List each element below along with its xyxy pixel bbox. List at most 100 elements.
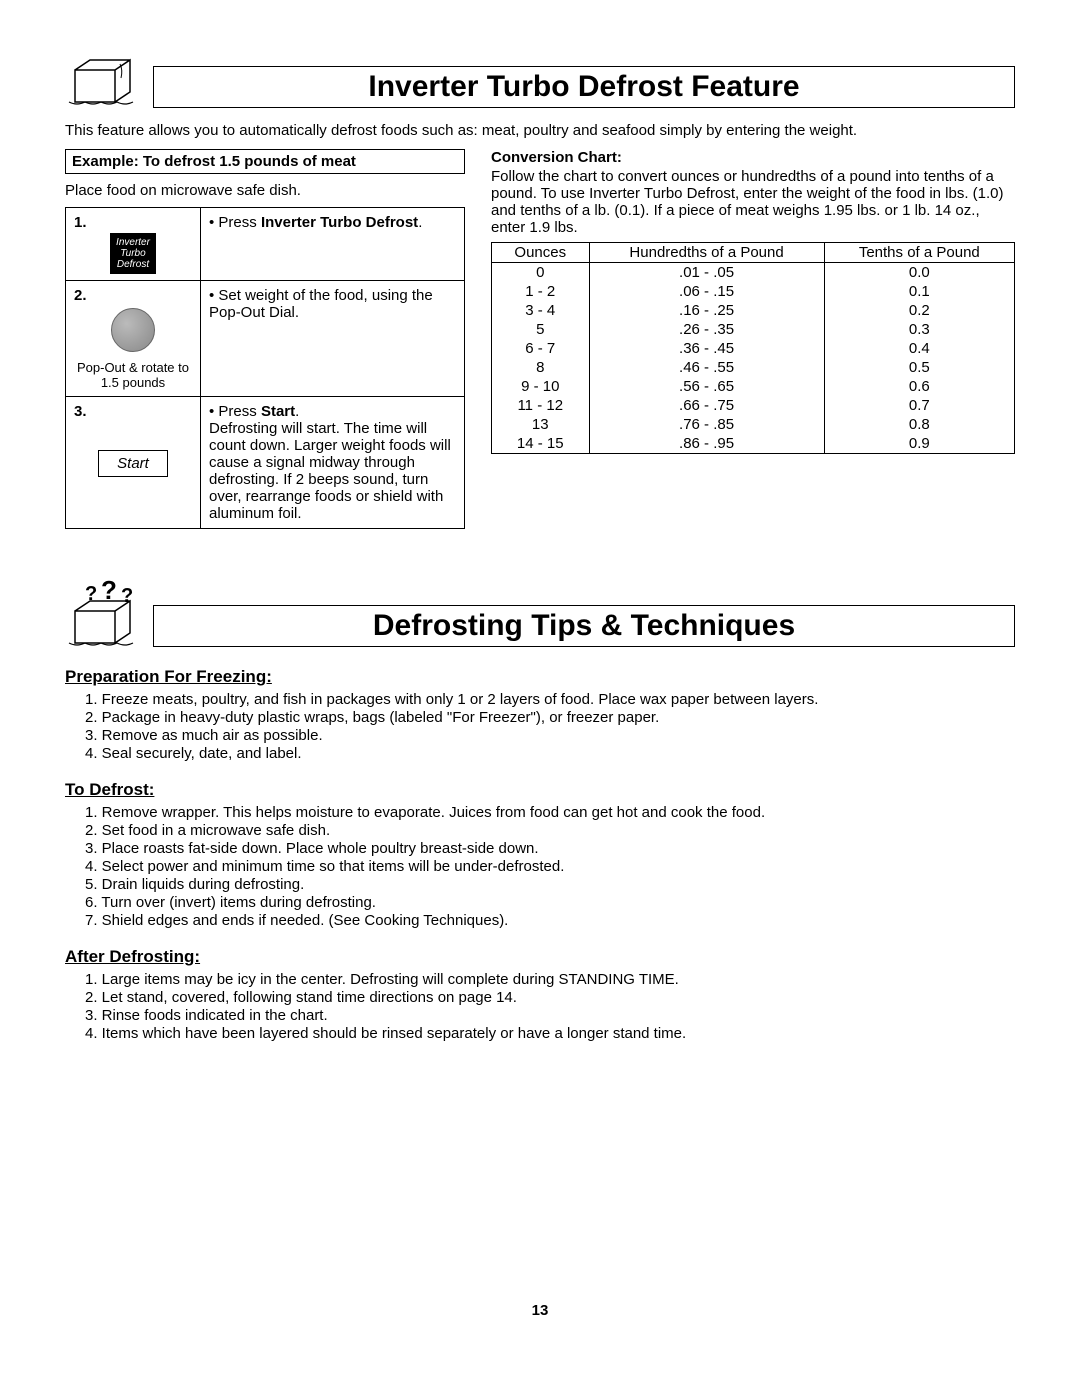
ice-cube-icon (65, 50, 143, 110)
step-desc-bold: Inverter Turbo Defrost (261, 214, 418, 231)
conversion-cell: .66 - .75 (589, 396, 824, 415)
step-number: 2. (74, 287, 192, 304)
conversion-cell: 0.8 (824, 415, 1014, 434)
step-row: 3. Start • Press Start. Defrosting will … (66, 397, 465, 529)
list-item: 3. Place roasts fat-side down. Place who… (85, 840, 1015, 857)
conversion-row: 11 - 12.66 - .750.7 (492, 396, 1015, 415)
conversion-row: 3 - 4.16 - .250.2 (492, 301, 1015, 320)
step-desc-suffix: . (418, 214, 422, 231)
conversion-row: 6 - 7.36 - .450.4 (492, 339, 1015, 358)
conversion-cell: .56 - .65 (589, 377, 824, 396)
conversion-row: 1 - 2.06 - .150.1 (492, 282, 1015, 301)
section2-header: ? ? ? Defrosting Tips & Techniques (65, 589, 1015, 649)
section1-header: Inverter Turbo Defrost Feature (65, 50, 1015, 110)
defrost-heading: To Defrost: (65, 780, 1015, 800)
list-item: 2. Package in heavy-duty plastic wraps, … (85, 709, 1015, 726)
conversion-cell: 0.2 (824, 301, 1014, 320)
btn-line: Turbo (120, 248, 145, 259)
conversion-header: Tenths of a Pound (824, 243, 1014, 263)
conversion-header: Hundredths of a Pound (589, 243, 824, 263)
after-heading: After Defrosting: (65, 947, 1015, 967)
conversion-title: Conversion Chart: (491, 149, 1015, 166)
list-item: 3. Rinse foods indicated in the chart. (85, 1007, 1015, 1024)
conversion-desc: Follow the chart to convert ounces or hu… (491, 168, 1015, 236)
conversion-cell: .26 - .35 (589, 320, 824, 339)
conversion-row: 9 - 10.56 - .650.6 (492, 377, 1015, 396)
inverter-turbo-defrost-button-icon: Inverter Turbo Defrost (110, 233, 156, 274)
step-desc-bold: Start (261, 403, 295, 420)
prep-list: 1. Freeze meats, poultry, and fish in pa… (85, 691, 1015, 762)
step-row: 1. Inverter Turbo Defrost • Press Invert… (66, 208, 465, 281)
btn-line: Inverter (116, 237, 150, 248)
conversion-cell: 8 (492, 358, 590, 377)
prep-heading: Preparation For Freezing: (65, 667, 1015, 687)
conversion-cell: .06 - .15 (589, 282, 824, 301)
conversion-row: 13.76 - .850.8 (492, 415, 1015, 434)
conversion-header: Ounces (492, 243, 590, 263)
list-item: 4. Items which have been layered should … (85, 1025, 1015, 1042)
after-list: 1. Large items may be icy in the center.… (85, 971, 1015, 1042)
intro-text: This feature allows you to automatically… (65, 122, 1015, 139)
conversion-cell: 0.3 (824, 320, 1014, 339)
conversion-row: 0.01 - .050.0 (492, 263, 1015, 283)
conversion-table: OuncesHundredths of a PoundTenths of a P… (491, 242, 1015, 454)
conversion-cell: 1 - 2 (492, 282, 590, 301)
conversion-row: 5.26 - .350.3 (492, 320, 1015, 339)
conversion-cell: 0 (492, 263, 590, 283)
list-item: 6. Turn over (invert) items during defro… (85, 894, 1015, 911)
conversion-cell: .01 - .05 (589, 263, 824, 283)
list-item: 2. Set food in a microwave safe dish. (85, 822, 1015, 839)
conversion-cell: .36 - .45 (589, 339, 824, 358)
dial-label: 1.5 pounds (74, 375, 192, 390)
dial-icon (111, 308, 155, 352)
step-row: 2. Pop-Out & rotate to 1.5 pounds • Set … (66, 281, 465, 397)
dial-label: Pop-Out & rotate to (74, 360, 192, 375)
list-item: 1. Remove wrapper. This helps moisture t… (85, 804, 1015, 821)
btn-line: Defrost (117, 259, 149, 270)
step-desc: • Set weight of the food, using the Pop-… (201, 281, 465, 397)
section1-title: Inverter Turbo Defrost Feature (153, 66, 1015, 108)
conversion-cell: .86 - .95 (589, 434, 824, 454)
conversion-cell: 0.7 (824, 396, 1014, 415)
conversion-cell: 5 (492, 320, 590, 339)
example-header: Example: To defrost 1.5 pounds of meat (65, 149, 465, 174)
step-desc-prefix: • Press (209, 403, 261, 420)
steps-table: 1. Inverter Turbo Defrost • Press Invert… (65, 207, 465, 529)
conversion-cell: 0.4 (824, 339, 1014, 358)
section2-title: Defrosting Tips & Techniques (153, 605, 1015, 647)
list-item: 4. Seal securely, date, and label. (85, 745, 1015, 762)
conversion-row: 14 - 15.86 - .950.9 (492, 434, 1015, 454)
list-item: 2. Let stand, covered, following stand t… (85, 989, 1015, 1006)
step-number: 1. (74, 214, 192, 231)
conversion-cell: 13 (492, 415, 590, 434)
conversion-cell: 0.5 (824, 358, 1014, 377)
page-number: 13 (65, 1302, 1015, 1319)
list-item: 1. Freeze meats, poultry, and fish in pa… (85, 691, 1015, 708)
step-desc-rest: Defrosting will start. The time will cou… (209, 420, 451, 522)
step-desc-suffix: . (295, 403, 299, 420)
list-item: 4. Select power and minimum time so that… (85, 858, 1015, 875)
conversion-cell: 0.6 (824, 377, 1014, 396)
conversion-cell: 11 - 12 (492, 396, 590, 415)
start-button-icon: Start (98, 450, 168, 477)
conversion-cell: 0.0 (824, 263, 1014, 283)
step-number: 3. (74, 403, 192, 420)
list-item: 5. Drain liquids during defrosting. (85, 876, 1015, 893)
conversion-cell: .16 - .25 (589, 301, 824, 320)
step-desc-prefix: • Press (209, 214, 261, 231)
conversion-cell: .46 - .55 (589, 358, 824, 377)
conversion-cell: 14 - 15 (492, 434, 590, 454)
conversion-cell: 6 - 7 (492, 339, 590, 358)
defrost-list: 1. Remove wrapper. This helps moisture t… (85, 804, 1015, 929)
place-food-text: Place food on microwave safe dish. (65, 182, 465, 199)
list-item: 7. Shield edges and ends if needed. (See… (85, 912, 1015, 929)
conversion-cell: .76 - .85 (589, 415, 824, 434)
conversion-cell: 0.1 (824, 282, 1014, 301)
conversion-cell: 9 - 10 (492, 377, 590, 396)
list-item: 1. Large items may be icy in the center.… (85, 971, 1015, 988)
conversion-row: 8.46 - .550.5 (492, 358, 1015, 377)
ice-cube-question-icon: ? ? ? (65, 589, 143, 649)
conversion-cell: 3 - 4 (492, 301, 590, 320)
conversion-cell: 0.9 (824, 434, 1014, 454)
list-item: 3. Remove as much air as possible. (85, 727, 1015, 744)
